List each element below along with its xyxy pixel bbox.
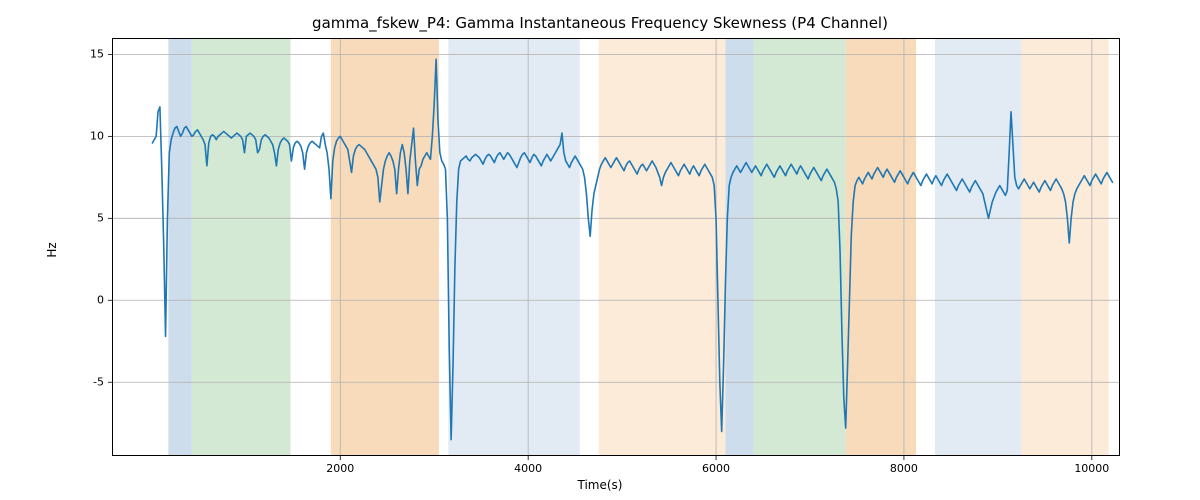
plot-area: [112, 38, 1120, 456]
x-axis-label: Time(s): [0, 478, 1200, 492]
y-tick-label: 5: [80, 212, 104, 225]
y-tick-label: -5: [80, 376, 104, 389]
y-tick-label: 10: [80, 130, 104, 143]
chart-title: gamma_fskew_P4: Gamma Instantaneous Freq…: [0, 14, 1200, 32]
x-tick-label: 10000: [1074, 462, 1109, 475]
y-axis-label: Hz: [45, 242, 59, 257]
x-tick-label: 6000: [702, 462, 730, 475]
x-tick-label: 2000: [326, 462, 354, 475]
x-tick-label: 4000: [514, 462, 542, 475]
chart-svg: [112, 38, 1120, 456]
y-tick-label: 0: [80, 294, 104, 307]
y-tick-label: 15: [80, 48, 104, 61]
x-tick-label: 8000: [890, 462, 918, 475]
